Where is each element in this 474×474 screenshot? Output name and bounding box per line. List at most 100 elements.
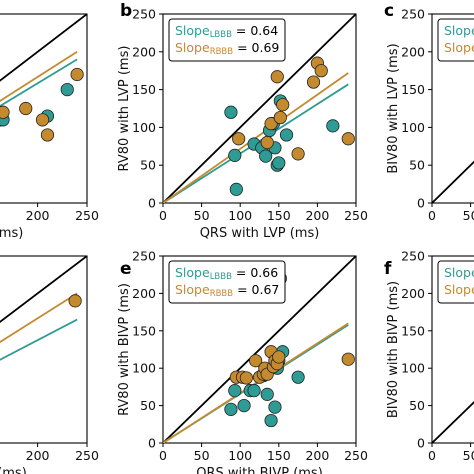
x-tick-label: 250 — [75, 208, 99, 223]
plot-area — [0, 14, 87, 142]
plot-area — [432, 160, 474, 203]
y-tick-label: 150 — [401, 323, 425, 338]
data-point-lbbb — [229, 182, 243, 196]
y-tick-label: 150 — [132, 323, 156, 338]
data-point-lbbb — [260, 387, 274, 401]
x-tick-label: 50 — [194, 208, 210, 223]
y-tick-label: 0 — [148, 436, 156, 451]
identity-line — [0, 256, 87, 323]
legend-entry-lbbb: SlopeLBBB = 0.66 — [175, 265, 278, 282]
data-point-rbbb — [314, 64, 328, 78]
x-tick-label: 150 — [267, 448, 291, 463]
x-tick-label: 200 — [26, 448, 50, 463]
data-point-lbbb — [228, 148, 242, 162]
x-tick-label: 150 — [267, 208, 291, 223]
data-point-rbbb — [35, 113, 50, 127]
panel-letter: c — [384, 1, 394, 21]
data-point-rbbb — [239, 371, 253, 385]
x-tick-label: 100 — [228, 208, 252, 223]
x-tick-label: 200 — [305, 448, 329, 463]
y-tick-label: 50 — [409, 398, 425, 413]
legend-box — [168, 18, 286, 62]
y-tick-label: 50 — [140, 158, 156, 173]
y-tick-label: 250 — [401, 7, 425, 22]
x-tick-label: 0 — [428, 448, 436, 463]
data-point-lbbb — [228, 384, 242, 398]
plot-frame — [0, 255, 88, 444]
y-axis-label: RV80 with BIVP (ms) — [117, 283, 132, 416]
plot-area — [0, 256, 87, 361]
y-tick-label: 250 — [401, 249, 425, 264]
data-point-rbbb — [19, 101, 33, 116]
y-tick-label: 200 — [401, 44, 425, 59]
fit-line-lbbb — [0, 58, 78, 108]
legend-entry-lbbb: SlopeLBBB = 0.64 — [175, 23, 278, 40]
data-point-rbbb — [273, 110, 287, 125]
y-axis-label: BIV80 with BIVP (ms) — [386, 281, 401, 418]
data-point-lbbb — [224, 402, 238, 416]
panel-letter: e — [120, 259, 132, 279]
legend-box — [437, 18, 474, 62]
plot-frame — [162, 13, 357, 204]
y-tick-label: 200 — [401, 286, 425, 301]
x-axis-label: QRS with LVP (ms) — [0, 226, 23, 241]
legend-entry-rbbb: SlopeRBBB — [444, 282, 474, 299]
identity-line — [163, 14, 356, 203]
data-point-rbbb — [291, 147, 305, 161]
legend-box — [168, 260, 286, 304]
y-tick-label: 250 — [132, 7, 156, 22]
panel-b: 0 50 100 150 200 250 0 50 100 150 200 250 QRS with L… — [117, 1, 368, 241]
legend-entry-rbbb: SlopeRBBB = 0.67 — [175, 282, 279, 299]
fit-line-rbbb — [0, 51, 78, 103]
panel-letter: f — [384, 259, 392, 279]
data-point-lbbb — [247, 384, 261, 398]
x-axis-label: QRS with BIVP (ms) — [196, 466, 323, 474]
x-tick-label: 250 — [344, 208, 368, 223]
y-tick-label: 50 — [140, 398, 156, 413]
panel-c: 0 50 0 50 100 150 200 250 BIV80 with LVP (ms) c Sl… — [384, 1, 474, 223]
data-point-rbbb — [260, 135, 274, 150]
data-point-lbbb — [224, 105, 238, 119]
data-point-rbbb — [70, 67, 84, 82]
y-axis-label: BIV80 with LVP (ms) — [386, 43, 401, 173]
identity-line — [163, 256, 356, 443]
x-tick-label: 200 — [26, 208, 50, 223]
panel-letter: b — [120, 1, 132, 21]
x-axis-label: QRS with LVP (ms) — [200, 226, 320, 241]
x-tick-label: 50 — [194, 448, 210, 463]
legend-entry-lbbb: SlopeLBBB — [444, 23, 474, 40]
data-point-rbbb — [276, 98, 290, 112]
data-point-rbbb — [272, 350, 286, 364]
panel-e: 0 50 100 150 200 250 0 50 100 150 200 250 QRS with B… — [117, 249, 368, 474]
fit-line-lbbb — [0, 318, 78, 361]
plot-frame — [162, 255, 357, 444]
legend-entry-rbbb: SlopeRBBB = 0.69 — [175, 40, 279, 57]
legend-box — [437, 260, 474, 304]
data-point-rbbb — [232, 132, 246, 146]
x-tick-label: 0 — [159, 448, 167, 463]
y-tick-label: 100 — [132, 361, 156, 376]
data-point-rbbb — [68, 294, 82, 308]
data-point-lbbb — [259, 149, 273, 163]
x-tick-label: 50 — [463, 448, 474, 463]
data-point-rbbb — [40, 128, 55, 142]
plot-area — [163, 14, 356, 203]
data-point-lbbb — [264, 413, 278, 428]
data-point-lbbb — [291, 370, 305, 384]
fit-line-rbbb — [163, 322, 349, 443]
data-point-rbbb — [0, 105, 10, 119]
x-tick-label: 100 — [228, 448, 252, 463]
data-point-lbbb — [268, 400, 282, 414]
x-tick-label: 50 — [463, 208, 474, 223]
y-tick-label: 150 — [401, 82, 425, 97]
fit-line-rbbb — [0, 292, 78, 344]
y-tick-label: 0 — [417, 436, 425, 451]
x-tick-label: 0 — [428, 208, 436, 223]
y-tick-label: 0 — [148, 196, 156, 211]
y-tick-label: 200 — [132, 286, 156, 301]
x-tick-label: 200 — [305, 208, 329, 223]
x-tick-label: 0 — [159, 208, 167, 223]
